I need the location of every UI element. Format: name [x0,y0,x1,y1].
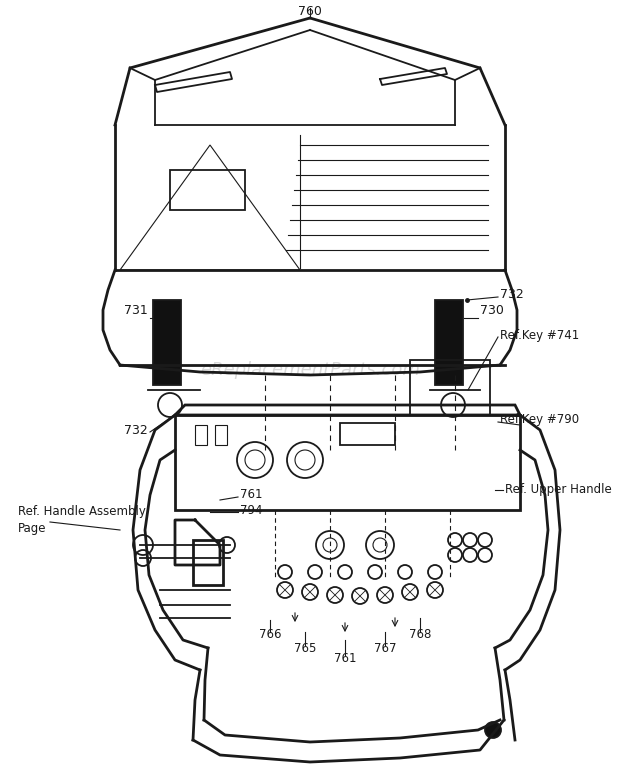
Bar [193,540,223,585]
Text: 765: 765 [294,641,316,654]
Bar [410,360,490,415]
Bar [215,425,227,445]
Text: 731: 731 [124,303,148,317]
Text: eReplacementParts.com: eReplacementParts.com [200,361,420,379]
Bar [170,170,245,210]
Bar [195,425,207,445]
Text: 794: 794 [240,504,262,516]
Text: 761: 761 [334,651,356,665]
Text: Ref.Key #741: Ref.Key #741 [500,328,579,342]
Bar [340,423,395,445]
Text: Ref.Key #790: Ref.Key #790 [500,413,579,427]
Text: Ref. Handle Assembly
Page: Ref. Handle Assembly Page [18,505,146,535]
Text: 768: 768 [409,629,431,641]
Text: 732: 732 [124,424,148,437]
Text: 767: 767 [374,641,396,654]
Text: 766: 766 [259,629,281,641]
Text: 732: 732 [500,289,524,302]
Text: Ref. Upper Handle: Ref. Upper Handle [505,484,612,497]
Bar [153,300,181,385]
Circle shape [485,722,501,738]
Text: 730: 730 [480,303,504,317]
Text: 761: 761 [240,488,262,502]
Text: 760: 760 [298,5,322,18]
Bar [435,300,463,385]
